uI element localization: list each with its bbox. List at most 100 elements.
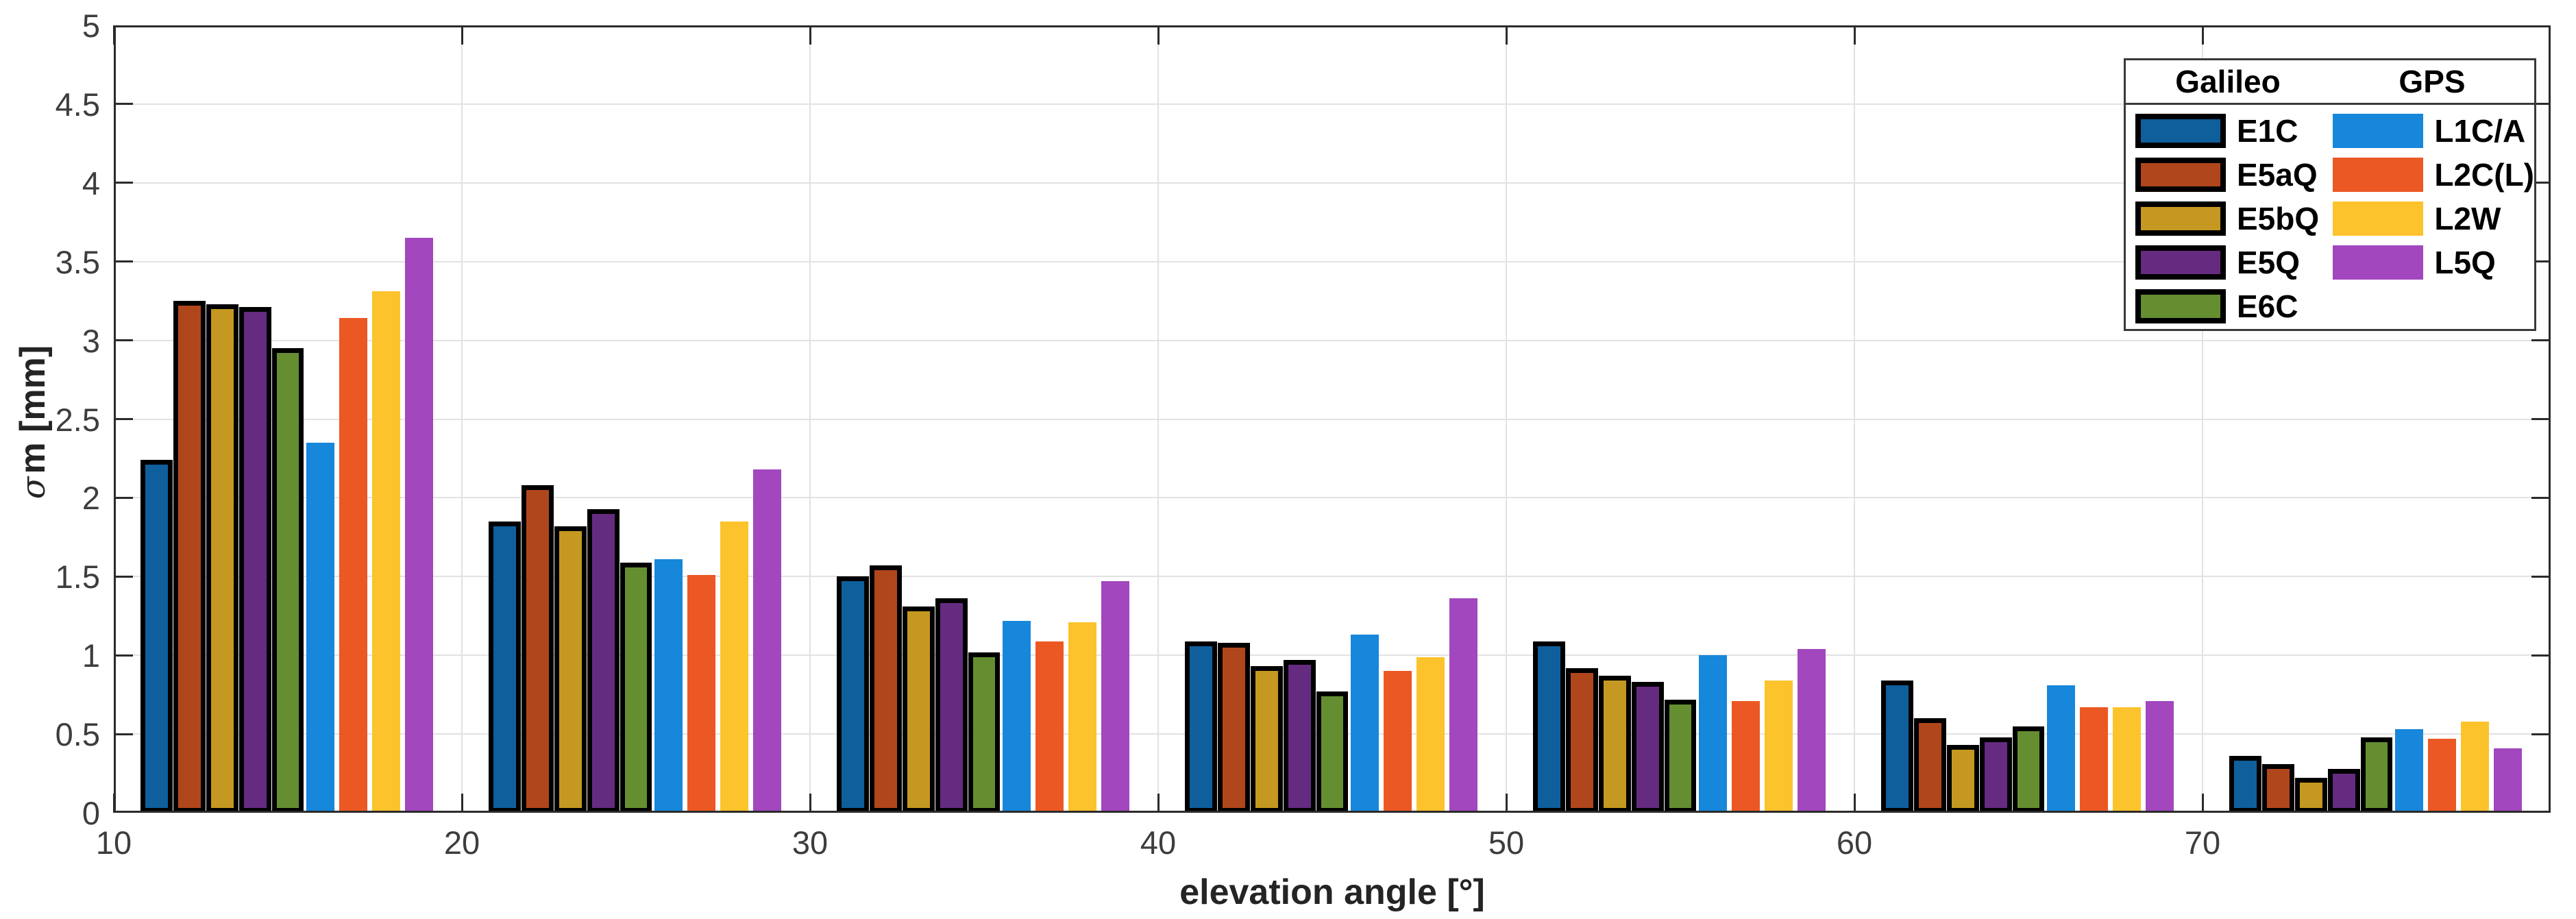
bar-E1C-45deg bbox=[1184, 641, 1217, 813]
bar-E6C-15deg bbox=[271, 348, 304, 813]
bar-E5bQ-35deg bbox=[902, 606, 935, 813]
gridline-x-50 bbox=[1506, 25, 1507, 813]
gridline-y-3.5 bbox=[114, 260, 2551, 262]
bar-L5Q-75deg bbox=[2494, 748, 2523, 813]
bar-L5Q-35deg bbox=[1101, 581, 1130, 813]
y-tick-left-3 bbox=[114, 339, 133, 342]
bar-E6C-25deg bbox=[620, 562, 652, 813]
legend-swatch-E5bQ bbox=[2135, 201, 2226, 236]
bar-E5Q-75deg bbox=[2327, 768, 2360, 813]
bar-E6C-55deg bbox=[1664, 699, 1697, 813]
bar-E1C-15deg bbox=[140, 460, 173, 813]
y-tick-right-2 bbox=[2531, 496, 2551, 499]
legend-label-E6C: E6C bbox=[2237, 289, 2298, 324]
gridline-y-1 bbox=[114, 654, 2551, 657]
gridline-y-2 bbox=[114, 497, 2551, 499]
gridline-x-20 bbox=[461, 25, 463, 813]
y-tick-left-1.5 bbox=[114, 575, 133, 578]
y-tick-right-1.5 bbox=[2531, 575, 2551, 578]
x-tick-label-60: 60 bbox=[1836, 824, 1873, 861]
legend-body: E1C E5aQ E5bQ E5Q E6C L1C/A L2C(L) L2W L5Q bbox=[2126, 105, 2534, 328]
y-tick-left-1 bbox=[114, 654, 133, 657]
x-tick-bottom-30 bbox=[809, 794, 811, 813]
x-tick-top-60 bbox=[1853, 25, 1856, 45]
y-tick-label-1: 1 bbox=[82, 637, 100, 674]
bar-E5aQ-45deg bbox=[1217, 642, 1250, 813]
bar-L5Q-65deg bbox=[2146, 700, 2174, 813]
legend-swatch-E5aQ bbox=[2135, 158, 2226, 192]
legend-label-E1C: E1C bbox=[2237, 113, 2298, 149]
x-tick-bottom-60 bbox=[1853, 794, 1856, 813]
x-tick-bottom-10 bbox=[112, 794, 115, 813]
y-tick-right-3 bbox=[2531, 339, 2551, 342]
legend-swatch-L2C(L) bbox=[2333, 158, 2424, 192]
y-tick-label-3.5: 3.5 bbox=[55, 243, 100, 280]
bar-E5bQ-55deg bbox=[1598, 676, 1631, 813]
bar-E6C-35deg bbox=[968, 652, 1001, 813]
bar-E5Q-45deg bbox=[1283, 660, 1316, 813]
gridline-y-3 bbox=[114, 339, 2551, 341]
legend-label-E5bQ: E5bQ bbox=[2237, 201, 2320, 236]
y-tick-label-0.5: 0.5 bbox=[55, 716, 100, 753]
x-tick-bottom-50 bbox=[1505, 794, 1508, 813]
bar-E5bQ-65deg bbox=[1946, 745, 1979, 813]
x-tick-top-20 bbox=[461, 25, 463, 45]
legend-swatch-L2W bbox=[2333, 201, 2424, 236]
gridline-x-30 bbox=[809, 25, 811, 813]
gridline-x-60 bbox=[1854, 25, 1855, 813]
bar-L2W-45deg bbox=[1416, 657, 1445, 813]
bar-E1C-25deg bbox=[488, 521, 521, 813]
y-tick-label-1.5: 1.5 bbox=[55, 559, 100, 596]
bar-L2C(L)-25deg bbox=[687, 575, 716, 813]
legend-swatch-L1C/A bbox=[2333, 114, 2424, 148]
y-tick-right-4.5 bbox=[2531, 103, 2551, 106]
legend: Galileo GPS E1C E5aQ E5bQ E5Q E6C L1C/A L2C(L… bbox=[2124, 58, 2536, 331]
x-tick-bottom-20 bbox=[461, 794, 463, 813]
y-tick-label-2: 2 bbox=[82, 480, 100, 517]
gridline-x-70 bbox=[2202, 25, 2203, 813]
legend-item-L5Q: L5Q bbox=[2323, 241, 2534, 284]
bar-L1C/A-65deg bbox=[2047, 685, 2076, 813]
bar-L1C/A-35deg bbox=[1003, 620, 1031, 813]
legend-item-E6C: E6C bbox=[2126, 284, 2323, 328]
gridline-y-4.5 bbox=[114, 103, 2551, 105]
x-tick-top-30 bbox=[809, 25, 811, 45]
legend-item-L2C(L): L2C(L) bbox=[2323, 153, 2534, 197]
bar-E5Q-35deg bbox=[935, 598, 968, 813]
legend-item-E1C: E1C bbox=[2126, 109, 2323, 153]
bar-E5Q-55deg bbox=[1631, 682, 1664, 813]
legend-header: Galileo GPS bbox=[2126, 60, 2534, 105]
legend-item-L1C/A: L1C/A bbox=[2323, 109, 2534, 153]
y-tick-label-3: 3 bbox=[82, 322, 100, 359]
y-tick-left-0.5 bbox=[114, 733, 133, 735]
y-tick-right-4 bbox=[2531, 182, 2551, 184]
y-tick-label-4.5: 4.5 bbox=[55, 86, 100, 123]
x-tick-label-70: 70 bbox=[2184, 824, 2221, 861]
bar-L2W-35deg bbox=[1068, 622, 1097, 813]
bar-L2C(L)-55deg bbox=[1732, 700, 1761, 813]
legend-header-gps: GPS bbox=[2399, 64, 2466, 99]
bar-L2W-15deg bbox=[372, 291, 401, 813]
bar-L2C(L)-45deg bbox=[1384, 671, 1412, 813]
bar-E1C-65deg bbox=[1880, 680, 1913, 813]
y-tick-left-3.5 bbox=[114, 260, 133, 263]
gridline-y-1.5 bbox=[114, 576, 2551, 578]
legend-item-L2W: L2W bbox=[2323, 197, 2534, 241]
legend-swatch-E6C bbox=[2135, 289, 2226, 323]
bar-L5Q-55deg bbox=[1798, 649, 1826, 813]
bar-L2C(L)-65deg bbox=[2080, 707, 2109, 813]
bar-E1C-55deg bbox=[1532, 641, 1565, 813]
x-tick-top-10 bbox=[112, 25, 115, 45]
x-tick-label-20: 20 bbox=[443, 824, 480, 861]
bar-E5aQ-25deg bbox=[521, 485, 554, 813]
legend-swatch-L5Q bbox=[2333, 245, 2424, 280]
bar-L1C/A-55deg bbox=[1699, 655, 1728, 813]
bar-E5bQ-25deg bbox=[554, 526, 587, 813]
bar-L1C/A-25deg bbox=[654, 559, 683, 813]
bar-L2W-65deg bbox=[2113, 707, 2142, 813]
bar-L2W-55deg bbox=[1765, 680, 1793, 813]
x-tick-label-10: 10 bbox=[95, 824, 132, 861]
y-tick-right-1 bbox=[2531, 654, 2551, 657]
y-tick-left-4.5 bbox=[114, 103, 133, 106]
